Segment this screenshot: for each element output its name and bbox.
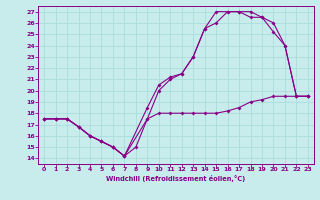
X-axis label: Windchill (Refroidissement éolien,°C): Windchill (Refroidissement éolien,°C) <box>106 175 246 182</box>
